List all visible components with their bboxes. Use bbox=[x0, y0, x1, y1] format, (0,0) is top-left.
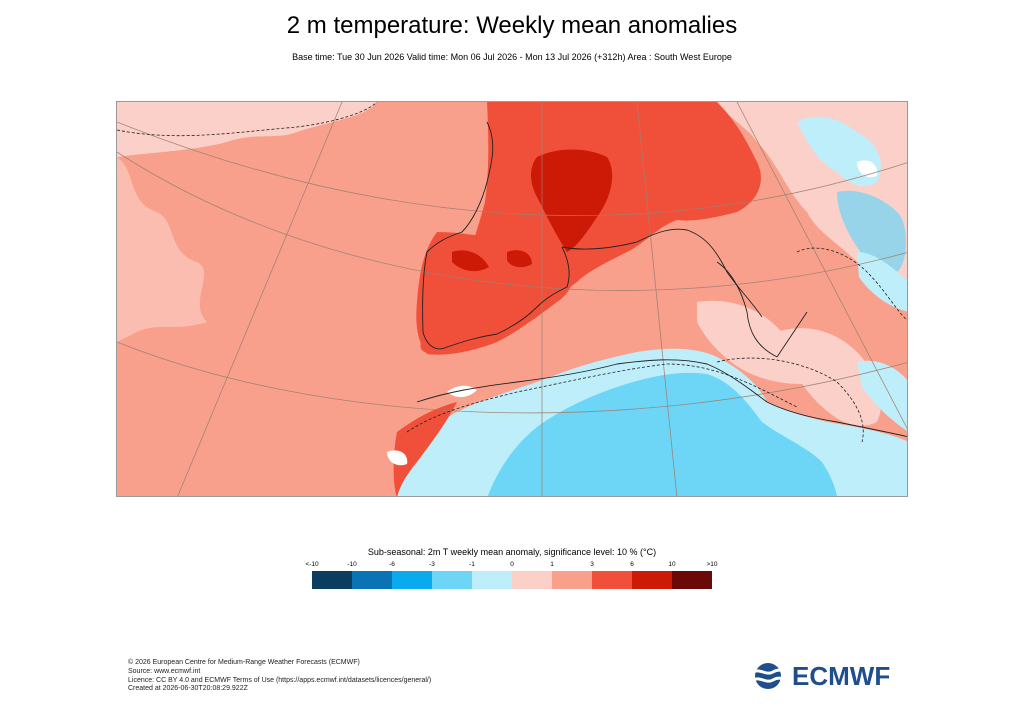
legend-label: 10 bbox=[668, 561, 676, 568]
neutral-patch-italy-sea bbox=[697, 300, 817, 384]
warm-region-canaries bbox=[117, 402, 397, 496]
cool-region-sahara bbox=[487, 372, 837, 496]
legend-labels: <-10 -10 -6 -3 -1 0 1 3 6 10 >10 bbox=[292, 561, 732, 571]
graticule bbox=[117, 102, 907, 496]
legend-swatch bbox=[472, 571, 512, 589]
legend-swatch bbox=[432, 571, 472, 589]
footer-credits: © 2026 European Centre for Medium-Range … bbox=[128, 659, 431, 694]
legend-swatch bbox=[632, 571, 672, 589]
legend-swatch bbox=[352, 571, 392, 589]
footer-licence: Licence: CC BY 4.0 and ECMWF Terms of Us… bbox=[128, 676, 432, 684]
legend-label: 0 bbox=[510, 561, 514, 568]
cool-light-patch-greece bbox=[857, 252, 907, 312]
cool-light-patch-libya-coast bbox=[857, 360, 907, 431]
anomaly-map[interactable] bbox=[116, 101, 908, 497]
legend-label: -10 bbox=[347, 561, 357, 568]
legend-label: 3 bbox=[590, 561, 594, 568]
legend-swatch bbox=[512, 571, 552, 589]
hot-spot-iberia-west bbox=[452, 250, 489, 272]
footer-created: Created at 2026-06-30T20:08:29.922Z bbox=[128, 685, 248, 693]
legend-label: -1 bbox=[469, 561, 475, 568]
ecmwf-logo[interactable]: ECMWF bbox=[748, 660, 890, 692]
legend-swatch bbox=[552, 571, 592, 589]
insignificant-blob-2 bbox=[387, 450, 408, 466]
footer-copyright: © 2026 European Centre for Medium-Range … bbox=[128, 659, 360, 666]
legend-label: -3 bbox=[429, 561, 435, 568]
legend-label: 1 bbox=[550, 561, 554, 568]
legend-swatch bbox=[312, 571, 352, 589]
hot-core-france bbox=[531, 149, 613, 252]
significance-contours bbox=[117, 102, 907, 443]
footer-source: Source: www.ecmwf.int bbox=[128, 667, 201, 675]
map-canvas bbox=[117, 102, 907, 496]
ecmwf-logo-text: ECMWF bbox=[792, 660, 891, 691]
neutral-patch-north bbox=[117, 102, 377, 157]
legend-colorbar bbox=[312, 571, 712, 589]
insignificant-blob-3 bbox=[857, 160, 878, 178]
ecmwf-logo-icon bbox=[752, 663, 786, 689]
legend-label: 6 bbox=[630, 561, 634, 568]
legend-title: Sub-seasonal: 2m T weekly mean anomaly, … bbox=[367, 547, 657, 557]
coastlines bbox=[416, 121, 907, 438]
legend-swatch bbox=[392, 571, 432, 589]
legend-label: >10 bbox=[706, 561, 718, 568]
neutral-patch-west bbox=[117, 157, 207, 342]
insignificant-blob-1 bbox=[447, 385, 477, 398]
hot-spot-iberia-center bbox=[507, 250, 532, 268]
cool-patch-balkans bbox=[837, 190, 906, 273]
chart-title: 2 m temperature: Weekly mean anomalies bbox=[286, 12, 738, 39]
warm-region-morocco-atlantic bbox=[393, 402, 457, 496]
legend-swatch bbox=[672, 571, 712, 589]
legend-swatch bbox=[592, 571, 632, 589]
legend-label: <-10 bbox=[305, 561, 319, 568]
chart-subtitle: Base time: Tue 30 Jun 2026 Valid time: M… bbox=[292, 52, 732, 62]
legend-label: -6 bbox=[389, 561, 395, 568]
